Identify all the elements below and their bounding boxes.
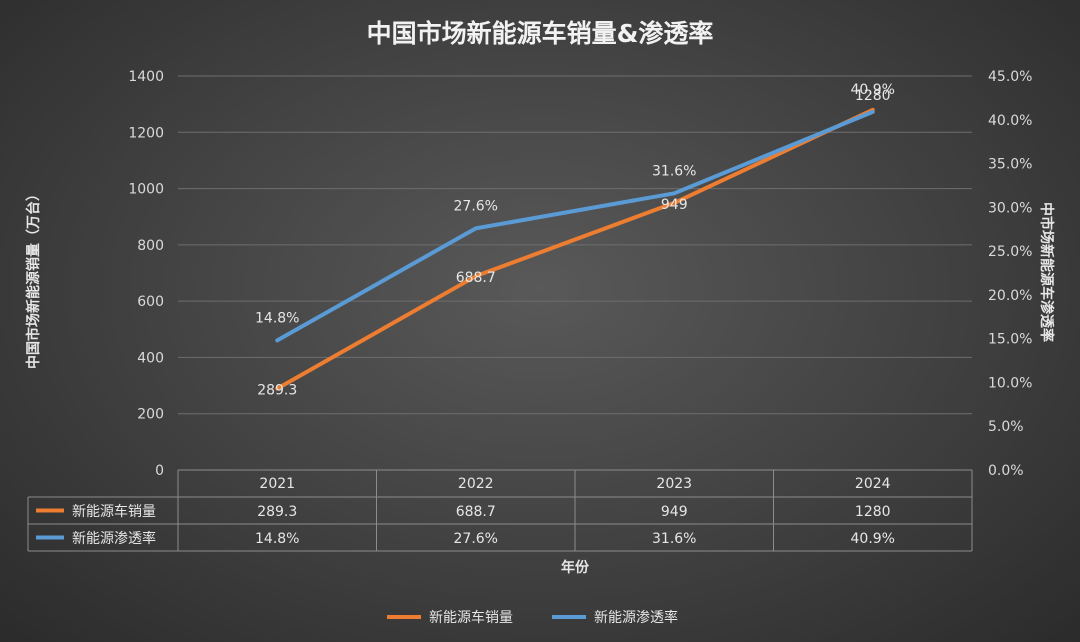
y-tick-label: 0 [155, 463, 164, 479]
data-label: 1280 [855, 88, 891, 104]
series-line-2 [275, 109, 875, 343]
data-label: 27.6% [454, 198, 498, 214]
y2-tick-label: 35.0% [988, 157, 1032, 173]
chart-title: 中国市场新能源车销量&渗透率 [367, 19, 714, 48]
x-tick-label: 2023 [656, 476, 692, 492]
y2-tick-label: 20.0% [988, 288, 1032, 304]
y-tick-label: 800 [137, 238, 164, 254]
series-lines [275, 107, 875, 391]
table-cell: 14.8% [255, 531, 299, 547]
y-axis-title: 中国市场新能源销量（万台） [25, 187, 42, 369]
data-table: 2021 2022 2023 2024 新能源车销量 289.3 688.7 949 1280 新… [27, 469, 973, 552]
x-tick-label: 2024 [855, 476, 891, 492]
y-tick-label: 200 [137, 407, 164, 423]
x-axis-title: 年份 [561, 559, 590, 576]
y2-tick-label: 45.0% [988, 69, 1032, 85]
y2-tick-label: 30.0% [988, 200, 1032, 216]
data-label: 31.6% [652, 163, 696, 179]
table-series-name: 新能源渗透率 [72, 530, 156, 547]
y2-axis-ticks: 0.0% 5.0% 10.0% 15.0% 20.0% 25.0% 30.0% 35.0% 40… [988, 69, 1032, 479]
y2-tick-label: 10.0% [988, 375, 1032, 391]
legend: 新能源车销量 新能源渗透率 [387, 609, 678, 626]
data-label: 688.7 [456, 270, 496, 286]
y-tick-label: 400 [137, 350, 164, 366]
table-cell: 949 [661, 504, 688, 520]
gridlines [178, 75, 972, 471]
table-cell: 1280 [855, 504, 891, 520]
data-label: 40.9% [851, 82, 895, 98]
table-series-name: 新能源车销量 [72, 503, 156, 520]
data-label: 949 [661, 197, 688, 213]
y2-tick-label: 40.0% [988, 113, 1032, 129]
y2-axis-title: 中市场新能源车渗透率 [1038, 202, 1055, 342]
y2-tick-label: 5.0% [988, 419, 1024, 435]
x-tick-label: 2021 [259, 476, 295, 492]
y2-tick-label: 15.0% [988, 332, 1032, 348]
data-label: 14.8% [255, 310, 299, 326]
y2-tick-label: 0.0% [988, 463, 1024, 479]
table-cell: 688.7 [456, 504, 496, 520]
y-axis-ticks: 0 200 400 600 800 1000 1200 1400 [128, 69, 164, 479]
data-label: 289.3 [257, 383, 297, 399]
y-tick-label: 1200 [128, 125, 164, 141]
series-line-1 [275, 107, 875, 391]
table-cell: 40.9% [851, 531, 895, 547]
x-tick-label: 2022 [458, 476, 494, 492]
table-cell: 27.6% [454, 531, 498, 547]
data-labels: 289.3 688.7 949 1280 14.8% 27.6% 31.6% 40.9% [255, 82, 895, 399]
legend-label: 新能源渗透率 [594, 609, 678, 626]
table-cell: 31.6% [652, 531, 696, 547]
legend-label: 新能源车销量 [429, 609, 513, 626]
y-tick-label: 600 [137, 294, 164, 310]
table-cell: 289.3 [257, 504, 297, 520]
y2-tick-label: 25.0% [988, 244, 1032, 260]
y-tick-label: 1000 [128, 182, 164, 198]
y-tick-label: 1400 [128, 69, 164, 85]
